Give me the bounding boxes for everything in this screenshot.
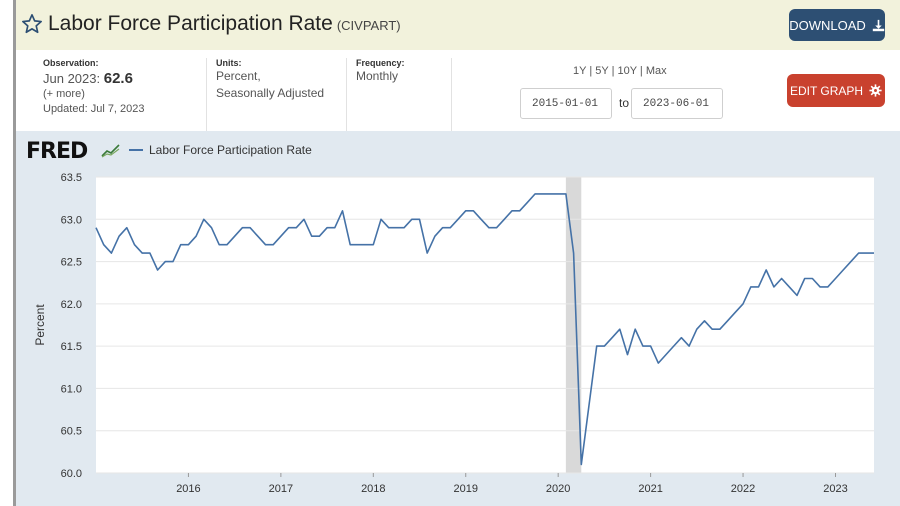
to-label: to: [619, 96, 630, 110]
series-line: [95, 193, 874, 466]
legend-swatch: [129, 149, 143, 151]
y-tick-label: 60.0: [61, 468, 82, 480]
x-tick-label: 2016: [176, 483, 200, 495]
y-tick-label: 63.0: [61, 214, 82, 226]
meta-divider: [451, 58, 452, 131]
range-1y[interactable]: 1Y: [573, 65, 587, 77]
x-tick-label: 2019: [454, 483, 478, 495]
legend-label: Labor Force Participation Rate: [149, 143, 312, 157]
end-date-input[interactable]: 2023-06-01: [631, 88, 723, 119]
y-tick-label: 61.5: [61, 341, 82, 353]
x-tick-label: 2021: [638, 483, 662, 495]
observation-value: 62.6: [103, 70, 133, 87]
series-title: Labor Force Participation Rate: [48, 12, 333, 35]
x-tick-label: 2020: [546, 483, 570, 495]
y-tick-label: 61.0: [61, 383, 82, 395]
plot-background: [96, 177, 874, 473]
observation-line: Jun 2023: 62.6: [43, 70, 203, 87]
gear-icon: [869, 84, 882, 97]
observation-label: Observation:: [43, 58, 99, 68]
start-date-input[interactable]: 2015-01-01: [520, 88, 612, 119]
more-link[interactable]: (+ more): [43, 88, 85, 100]
chart-area: FRED Labor Force Participation Rate 63.5…: [16, 131, 900, 506]
fred-chart-logo-icon: [101, 144, 120, 158]
series-code: (CIVPART): [336, 18, 401, 33]
y-axis-label: Percent: [33, 304, 47, 346]
observation-block: Observation: Jun 2023: 62.6 (+ more) Upd…: [43, 58, 203, 132]
range-10y[interactable]: 10Y: [617, 65, 637, 77]
x-tick-label: 2018: [361, 483, 385, 495]
meta-divider: [206, 58, 207, 131]
range-5y[interactable]: 5Y: [595, 65, 609, 77]
observation-period: Jun 2023:: [43, 71, 101, 86]
series-meta: Observation: Jun 2023: 62.6 (+ more) Upd…: [16, 50, 900, 131]
x-tick-label: 2022: [731, 483, 755, 495]
frequency-value: Monthly: [356, 69, 399, 83]
series-header: Labor Force Participation Rate (CIVPART) …: [16, 0, 900, 50]
updated-date: Updated: Jul 7, 2023: [43, 103, 145, 115]
line-chart[interactable]: 63.5 63.0 62.5 62.0 61.5 61.0 60.5 60.0 2016 2017…: [16, 131, 900, 506]
download-icon: [872, 19, 884, 31]
chart-legend: Labor Force Participation Rate: [129, 143, 312, 157]
download-label: DOWNLOAD: [789, 17, 866, 33]
download-button[interactable]: DOWNLOAD: [789, 9, 885, 41]
meta-divider: [346, 58, 347, 131]
frequency-block: Frequency: Monthly: [356, 58, 456, 132]
edit-graph-label: EDIT GRAPH: [789, 83, 864, 98]
range-max[interactable]: Max: [645, 65, 667, 77]
fred-logo[interactable]: FRED: [26, 139, 88, 164]
y-tick-label: 62.0: [61, 299, 82, 311]
units-block: Units: Percent, Seasonally Adjusted: [216, 58, 346, 132]
units-line1: Percent,: [216, 69, 261, 83]
x-tick-label: 2017: [269, 483, 293, 495]
frequency-label: Frequency:: [356, 58, 405, 68]
units-line2: Seasonally Adjusted: [216, 86, 325, 100]
y-tick-label: 62.5: [61, 257, 82, 269]
range-links: 1Y | 5Y | 10Y | Max: [573, 65, 667, 77]
recession-shading: [565, 177, 582, 473]
edit-graph-button[interactable]: EDIT GRAPH: [787, 74, 885, 107]
units-label: Units:: [216, 58, 242, 68]
x-tick-label: 2023: [823, 483, 847, 495]
y-tick-label: 60.5: [61, 426, 82, 438]
page-title: Labor Force Participation Rate (CIVPART): [48, 12, 401, 36]
fred-page: Labor Force Participation Rate (CIVPART) …: [13, 0, 900, 506]
star-icon[interactable]: [21, 13, 43, 35]
y-tick-label: 63.5: [61, 172, 82, 184]
